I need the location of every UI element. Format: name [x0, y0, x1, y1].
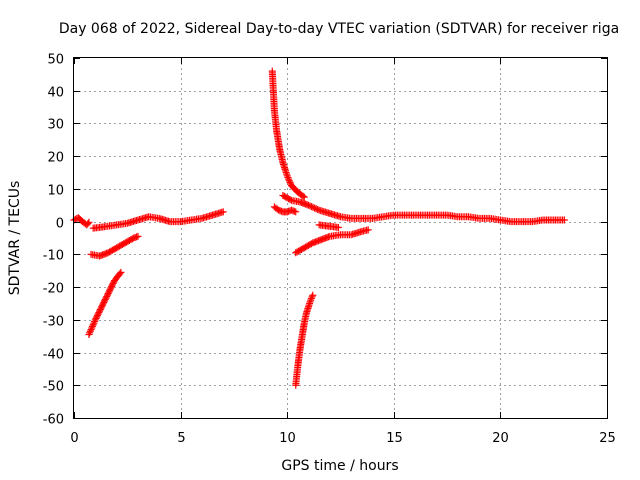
- data-point: [560, 216, 568, 224]
- data-point: [86, 327, 94, 335]
- data-point: [116, 270, 124, 278]
- series-track-3: [87, 232, 142, 260]
- grid: [74, 58, 607, 418]
- x-tick-label: 20: [492, 431, 509, 446]
- series-track-8: [292, 226, 372, 257]
- data-point: [311, 204, 319, 212]
- data-point: [86, 329, 94, 337]
- data-point: [306, 202, 314, 210]
- series-track-9: [315, 221, 342, 232]
- data-point: [85, 218, 93, 226]
- data-point: [285, 177, 293, 185]
- x-tick-label: 5: [177, 431, 185, 446]
- x-tick-label: 25: [599, 431, 616, 446]
- y-tick-label: -20: [43, 282, 64, 297]
- y-tick-label: -60: [43, 413, 64, 428]
- plot-frame: [73, 57, 608, 419]
- y-tick-label: 20: [47, 151, 64, 166]
- data-point: [90, 319, 98, 327]
- chart-title: Day 068 of 2022, Sidereal Day-to-day VTE…: [59, 21, 619, 37]
- x-tick-label: 10: [279, 431, 296, 446]
- data-point: [309, 291, 317, 299]
- series-track-4: [85, 268, 125, 339]
- y-tick-label: 0: [56, 217, 64, 232]
- x-tick-label: 15: [386, 431, 403, 446]
- data-point: [88, 322, 96, 330]
- series-track-7: [279, 191, 568, 226]
- y-tick-label: -10: [43, 249, 64, 264]
- data-points: [70, 67, 568, 389]
- y-axis-label: SDTVAR / TECUs: [7, 181, 23, 296]
- data-point: [286, 196, 294, 204]
- data-point: [309, 203, 317, 211]
- data-point: [134, 232, 142, 240]
- data-point: [312, 205, 320, 213]
- data-point: [308, 293, 316, 301]
- data-point: [307, 296, 315, 304]
- data-point: [284, 173, 292, 181]
- y-tick-label: -50: [43, 380, 64, 395]
- data-point: [117, 268, 125, 276]
- data-point: [305, 201, 313, 209]
- y-tick-label: 10: [47, 184, 64, 199]
- series-track-10: [292, 291, 317, 389]
- data-point: [308, 203, 316, 211]
- data-point: [89, 321, 97, 329]
- y-tick-label: -40: [43, 348, 64, 363]
- y-tick-label: 30: [47, 118, 64, 133]
- data-point: [299, 192, 307, 200]
- axis-ticks: -60 -50 -40 -30 -20 -10 0 10 20 30 40 50 0 5 10 15 20 25: [43, 53, 616, 447]
- data-point: [334, 224, 342, 232]
- data-point: [84, 220, 92, 228]
- data-point: [88, 324, 96, 332]
- series-track-2: [89, 208, 227, 232]
- data-point: [283, 172, 291, 180]
- series-track-6: [270, 203, 300, 216]
- data-point: [364, 226, 372, 234]
- data-point: [307, 295, 315, 303]
- x-tick-label: 0: [70, 431, 78, 446]
- series-track-5: [268, 67, 308, 201]
- data-point: [300, 193, 308, 201]
- data-point: [219, 208, 227, 216]
- data-point: [314, 205, 322, 213]
- y-tick-label: 40: [47, 86, 64, 101]
- data-point: [286, 178, 294, 186]
- data-point: [91, 317, 99, 325]
- data-point: [292, 208, 300, 216]
- data-point: [87, 326, 95, 334]
- x-axis-label: GPS time / hours: [281, 458, 398, 474]
- y-tick-label: 50: [47, 53, 64, 68]
- y-tick-label: -30: [43, 315, 64, 330]
- series-track-1: [70, 214, 93, 229]
- data-point: [285, 175, 293, 183]
- data-point: [85, 331, 93, 339]
